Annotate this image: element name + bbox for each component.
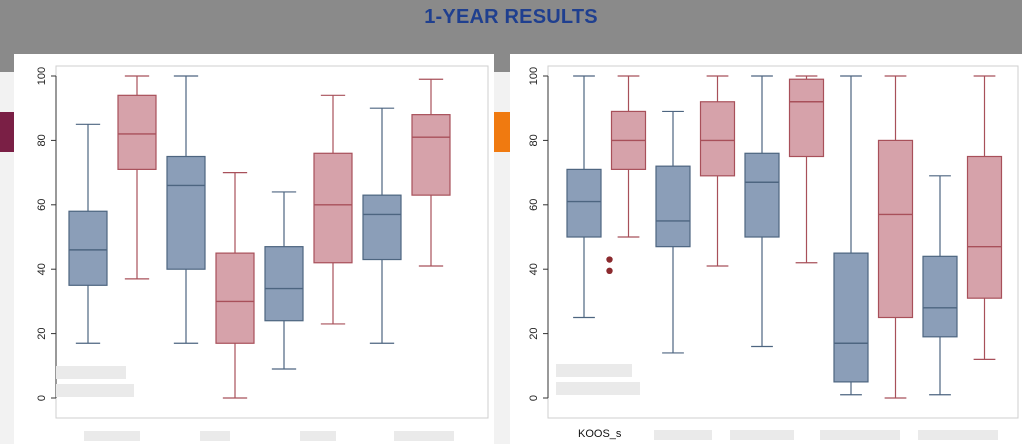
box-iqr: [655, 165, 691, 248]
y-tick-label: 100: [528, 67, 540, 85]
y-tick-label: 40: [528, 263, 540, 275]
left-accent-bar: [0, 112, 14, 152]
box-iqr: [215, 252, 255, 344]
outlier-point: [606, 256, 613, 263]
obscured-x-label: [730, 430, 794, 440]
y-tick-label: 80: [528, 134, 540, 146]
obscured-x-label: [300, 431, 336, 441]
chart-panel-right: 0 20 40 60 80 100 KOOS_s: [510, 54, 1022, 444]
obscured-x-label: [918, 430, 998, 440]
y-tick-label: 20: [36, 327, 48, 339]
obscured-x-label: [200, 431, 230, 441]
box-iqr: [833, 252, 869, 383]
obscured-x-label: [820, 430, 900, 440]
box-iqr: [362, 194, 402, 261]
obscured-legend-label: [56, 366, 126, 379]
box-iqr: [922, 255, 958, 338]
y-tick-label: 40: [36, 263, 48, 275]
y-tick-label: 60: [36, 199, 48, 211]
y-tick-label: 60: [528, 199, 540, 211]
obscured-x-label: [394, 431, 454, 441]
box-plot-right: 0 20 40 60 80 100: [528, 65, 1019, 419]
obscured-x-label: [654, 430, 712, 440]
y-tick-label: 100: [36, 67, 48, 85]
box-iqr: [68, 210, 108, 286]
box-iqr: [699, 101, 736, 177]
box-iqr: [966, 155, 1003, 299]
x-axis-label-koos-s: KOOS_s: [578, 428, 622, 440]
y-tick-label: 20: [528, 327, 540, 339]
box-iqr: [877, 139, 914, 319]
obscured-legend-label: [556, 382, 640, 395]
box-iqr: [313, 152, 353, 264]
box-iqr: [744, 152, 780, 238]
box-iqr: [566, 168, 602, 238]
obscured-legend-label: [56, 384, 134, 397]
box-iqr: [264, 246, 304, 322]
outlier-point: [606, 267, 613, 275]
y-tick-label: 0: [36, 395, 48, 401]
chart-panel-left: 0 20 40 60 80 100: [14, 54, 494, 444]
box-iqr: [411, 114, 451, 196]
box-iqr: [117, 94, 157, 170]
box-plot-left: 0 20 40 60 80 100: [36, 65, 489, 419]
box-iqr: [788, 78, 825, 158]
right-accent-bar: [494, 112, 510, 152]
y-tick-label: 0: [528, 395, 540, 401]
obscured-x-label: [84, 431, 140, 441]
obscured-legend-label: [556, 364, 632, 377]
box-iqr: [166, 155, 206, 270]
slide-title: 1-YEAR RESULTS: [424, 6, 598, 28]
y-tick-label: 80: [36, 134, 48, 146]
